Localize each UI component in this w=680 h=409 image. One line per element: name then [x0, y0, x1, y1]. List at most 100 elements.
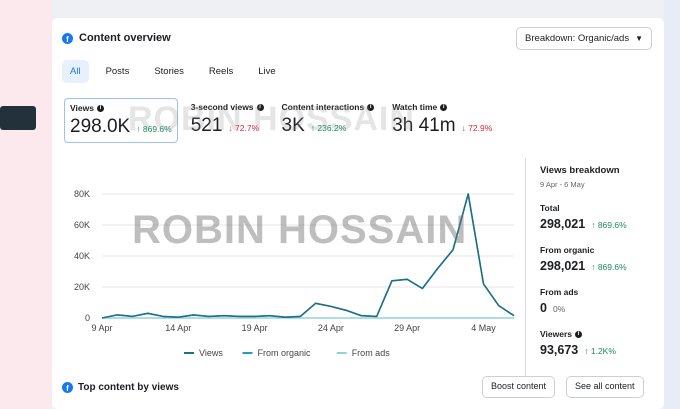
tab-all[interactable]: All	[62, 60, 89, 83]
arrow-up-icon: ↑	[310, 123, 316, 133]
breakdown-dropdown-label: Breakdown: Organic/ads	[525, 33, 630, 44]
viewers-change: ↑ 1.2K%	[584, 346, 616, 356]
legend-label: From organic	[258, 348, 312, 358]
x-tick-label: 4 May	[471, 323, 496, 333]
tab-posts[interactable]: Posts	[105, 66, 130, 77]
legend-label: From ads	[352, 348, 391, 358]
top-content-section: f Top content by views Boost content See…	[52, 376, 664, 409]
x-tick-label: 29 Apr	[394, 323, 420, 333]
viewers-change-value: 1.2K%	[590, 346, 616, 356]
metric-value-row: 521 ↓ 72.7%	[191, 115, 264, 137]
arrow-up-icon: ↑	[591, 220, 596, 230]
ads-value: 0	[540, 301, 547, 315]
metric-change: ↓ 72.9%	[462, 123, 493, 133]
boost-content-button[interactable]: Boost content	[482, 376, 556, 398]
viewers-label: Viewers i	[540, 329, 645, 339]
organic-value-row: 298,021 ↑ 869.6%	[540, 259, 645, 273]
y-tick-label: 20K	[74, 282, 90, 292]
organic-label: From organic	[540, 245, 645, 255]
metric-value-row: 3K ↑ 236.2%	[282, 115, 375, 137]
arrow-up-icon: ↑	[591, 262, 596, 272]
views-breakdown-title: Views breakdown	[540, 165, 620, 176]
metric-views[interactable]: Views i 298.0K ↑ 869.6%	[64, 98, 178, 143]
card-title: Content overview	[79, 32, 171, 44]
info-icon[interactable]: i	[574, 330, 582, 338]
viewers-value-row: 93,673 ↑ 1.2K%	[540, 343, 645, 357]
card-header: f Content overview	[62, 32, 171, 44]
metric-label: Content interactions	[281, 102, 365, 112]
metric-change-value: 869.6%	[142, 124, 172, 134]
total-label-text: Total	[540, 203, 560, 213]
metric-ci-label-row: Content interactions i	[282, 102, 375, 112]
views-line-chart: 0 20K 40K 60K 80K 9 Apr 14 Apr 19 Apr 24 Apr 29 A…	[74, 189, 515, 358]
ads-change: 0%	[552, 304, 566, 314]
legend-label: Views	[199, 348, 223, 358]
metric-change-value: 236.2%	[317, 123, 347, 133]
y-tick-label: 0	[85, 313, 90, 323]
info-icon[interactable]: i	[440, 103, 448, 111]
arrow-up-icon: ↑	[584, 346, 589, 356]
metric-value-row: 3h 41m ↓ 72.9%	[392, 115, 492, 137]
metric-change: ↑ 869.6%	[136, 124, 171, 134]
organic-change: ↑ 869.6%	[591, 262, 626, 272]
metric-change-value: 72.7%	[235, 123, 260, 133]
viewers-label-text: Viewers	[540, 329, 572, 339]
views-breakdown-panel: Views breakdown 9 Apr - 6 May Total 298,…	[525, 158, 645, 398]
x-tick-label: 14 Apr	[165, 323, 191, 333]
tab-live[interactable]: Live	[258, 66, 276, 77]
see-all-content-button[interactable]: See all content	[566, 376, 644, 398]
metric-3s-label-row: 3-second views i	[191, 102, 264, 112]
metric-label: Views	[70, 103, 94, 113]
top-content-title: Top content by views	[78, 382, 179, 393]
info-icon[interactable]: i	[367, 103, 375, 111]
arrow-down-icon: ↓	[228, 123, 233, 133]
metric-value: 3h 41m	[392, 115, 456, 136]
metric-change-value: 72.9%	[468, 123, 493, 133]
left-background-panel	[0, 0, 52, 409]
total-label: Total	[540, 203, 645, 213]
views-breakdown-date-range: 9 Apr - 6 May	[540, 180, 585, 189]
caret-down-icon: ▼	[635, 34, 643, 43]
metric-value: 298.0K	[70, 116, 131, 137]
metric-label: Watch time	[392, 102, 438, 112]
metric-change: ↑ 236.2%	[311, 123, 346, 133]
left-panel-button[interactable]	[0, 106, 36, 130]
organic-change-value: 869.6%	[597, 262, 627, 272]
x-tick-label: 24 Apr	[318, 323, 344, 333]
metric-value: 3K	[281, 115, 305, 136]
facebook-icon: f	[62, 382, 73, 393]
info-icon[interactable]: i	[96, 104, 104, 112]
tab-reels[interactable]: Reels	[208, 66, 234, 77]
metric-change: ↓ 72.7%	[228, 123, 259, 133]
info-icon[interactable]: i	[256, 103, 264, 111]
ads-label-text: From ads	[540, 287, 579, 297]
metric-content-interactions[interactable]: Content interactions i 3K ↑ 236.2%	[277, 98, 380, 143]
metric-value: 521	[190, 115, 223, 136]
watermark-top: ROBIN HOSSAIN	[128, 100, 415, 138]
series-line-views	[101, 193, 515, 319]
arrow-down-icon: ↓	[461, 123, 466, 133]
organic-label-text: From organic	[540, 245, 595, 255]
content-overview-card: f Content overview Breakdown: Organic/ad…	[52, 18, 664, 409]
ads-label: From ads	[540, 287, 645, 297]
y-tick-label: 60K	[74, 220, 90, 230]
metrics-row: Views i 298.0K ↑ 869.6% 3-second views i…	[64, 98, 505, 143]
metric-views-label-row: Views i	[70, 103, 172, 113]
content-tabs: All Posts Stories Reels Live	[62, 60, 293, 83]
tab-stories[interactable]: Stories	[154, 66, 184, 77]
right-background-panel	[664, 0, 680, 409]
arrow-up-icon: ↑	[136, 124, 141, 134]
facebook-icon: f	[62, 32, 73, 44]
organic-value: 298,021	[540, 259, 586, 273]
metric-watch-time[interactable]: Watch time i 3h 41m ↓ 72.9%	[387, 98, 497, 143]
metric-3-second-views[interactable]: 3-second views i 521 ↓ 72.7%	[186, 98, 269, 143]
top-content-header: f Top content by views	[62, 382, 179, 393]
ads-value-row: 0 0%	[540, 301, 645, 315]
total-change-value: 869.6%	[597, 220, 627, 230]
x-tick-label: 9 Apr	[91, 323, 112, 333]
metric-value-row: 298.0K ↑ 869.6%	[70, 116, 172, 138]
viewers-value: 93,673	[540, 343, 579, 357]
breakdown-dropdown[interactable]: Breakdown: Organic/ads ▼	[516, 27, 652, 50]
y-tick-label: 80K	[74, 189, 90, 199]
metric-label: 3-second views	[190, 102, 254, 112]
